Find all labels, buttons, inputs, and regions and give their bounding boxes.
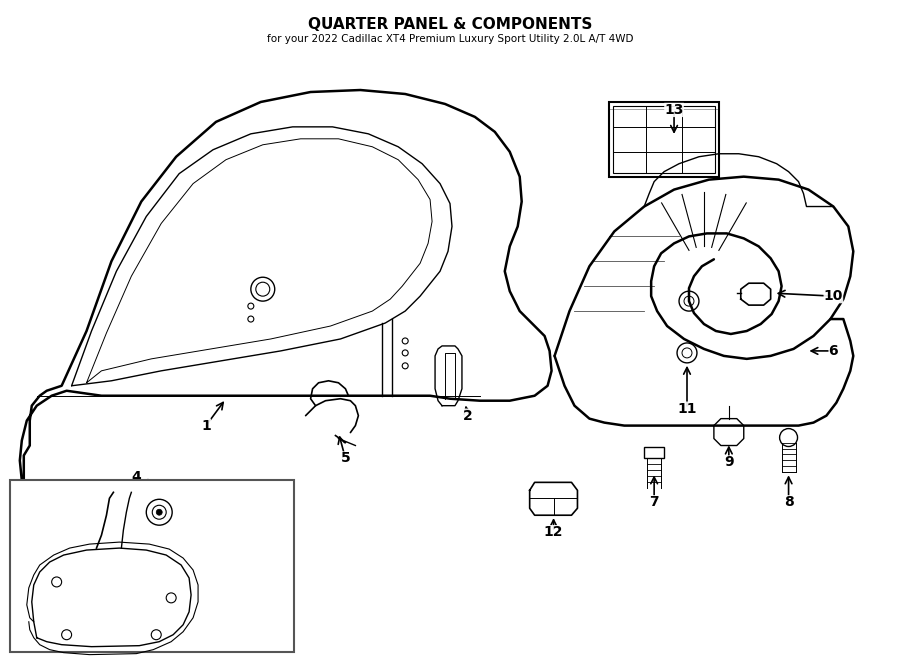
Text: 4: 4 xyxy=(131,471,141,485)
Bar xyxy=(644,447,664,459)
Text: 7: 7 xyxy=(649,495,659,509)
Circle shape xyxy=(157,509,162,515)
Text: QUARTER PANEL & COMPONENTS: QUARTER PANEL & COMPONENTS xyxy=(308,17,592,32)
Text: 6: 6 xyxy=(829,344,838,358)
Bar xyxy=(613,106,715,173)
Text: 10: 10 xyxy=(824,289,843,303)
Text: 2: 2 xyxy=(463,408,473,422)
Text: 8: 8 xyxy=(784,495,794,509)
Bar xyxy=(10,481,293,652)
Text: 12: 12 xyxy=(544,525,563,539)
Text: 9: 9 xyxy=(724,455,733,469)
Text: 11: 11 xyxy=(677,402,697,416)
Text: 5: 5 xyxy=(340,451,350,465)
Text: 1: 1 xyxy=(202,418,211,432)
Text: 3: 3 xyxy=(45,515,55,529)
Bar xyxy=(609,102,719,176)
Text: 13: 13 xyxy=(664,103,684,117)
Text: for your 2022 Cadillac XT4 Premium Luxury Sport Utility 2.0L A/T 4WD: for your 2022 Cadillac XT4 Premium Luxur… xyxy=(266,34,634,44)
